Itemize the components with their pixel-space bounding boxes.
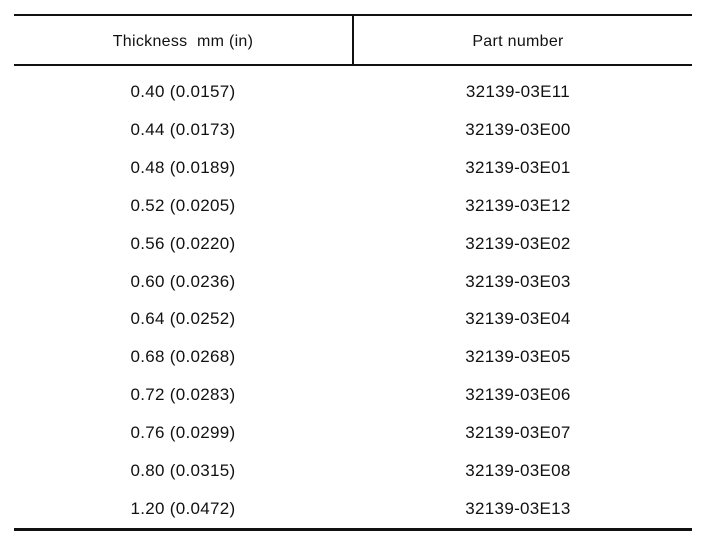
table-cell: 32139-03E04 [465,309,571,329]
column-divider [352,15,354,65]
bottom-rule [14,528,692,531]
table-cell: 32139-03E07 [465,423,571,443]
table-cell: 0.68 (0.0268) [130,347,236,367]
table-cell: 32139-03E05 [465,347,571,367]
table-cell: 32139-03E02 [465,233,571,253]
table-cell: 32139-03E11 [465,82,571,101]
table-cell: 1.20 (0.0472) [130,498,236,518]
table-cell: 0.52 (0.0205) [130,195,236,215]
table-cell: 0.76 (0.0299) [130,423,236,443]
header-cell: Thickness mm (in) [112,33,254,50]
table-cell: 32139-03E03 [465,271,571,291]
table-cell: 0.80 (0.0315) [130,461,236,480]
table-cell: 32139-03E12 [465,195,571,215]
table-cell: 0.64 (0.0252) [130,309,236,329]
table-cell: 0.60 (0.0236) [130,271,236,291]
table-cell: 0.56 (0.0220) [130,233,236,253]
table-cell: 0.44 (0.0173) [130,119,236,139]
table-cell: 32139-03E00 [465,119,571,139]
table-cell: 32139-03E08 [465,461,571,480]
header-cell: Part number [472,33,564,50]
header-rule [14,64,692,66]
table-cell: 0.40 (0.0157) [130,82,236,101]
table-cell: 0.72 (0.0283) [130,385,236,405]
table-cell: 0.48 (0.0189) [130,157,236,177]
table-cell: 32139-03E13 [465,498,571,518]
table-cell: 32139-03E06 [465,385,571,405]
table-cell: 32139-03E01 [465,157,571,177]
